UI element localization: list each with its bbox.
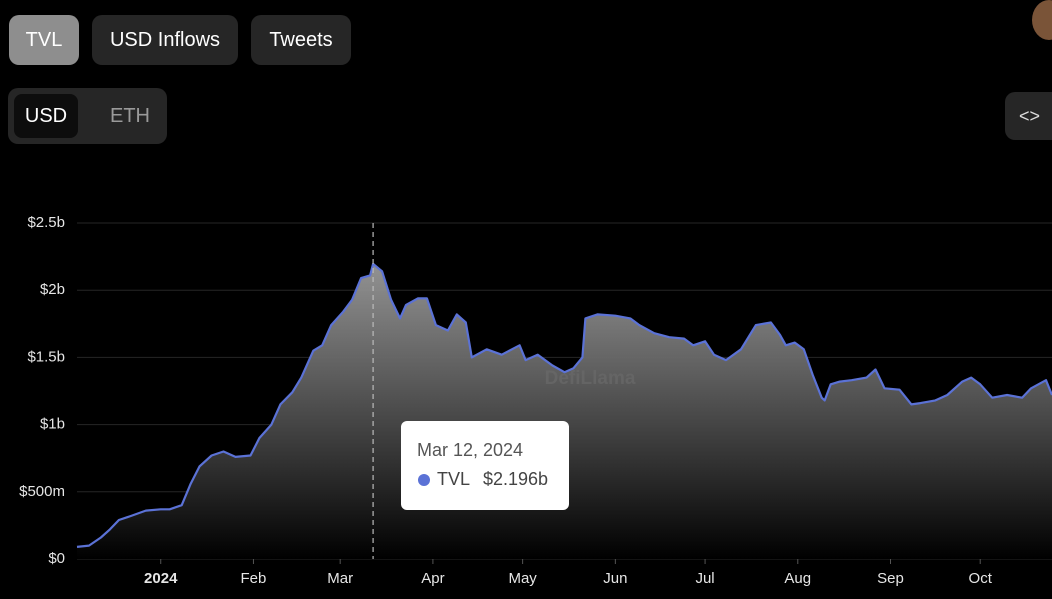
y-tick-label: $2.5b [27, 214, 65, 231]
watermark: DefiLlama [545, 368, 636, 389]
x-tick-label: Jul [695, 570, 714, 587]
x-tick-label: Mar [327, 570, 353, 587]
tooltip-box [401, 421, 569, 510]
x-tick-label: Jun [603, 570, 627, 587]
avatar[interactable] [1032, 0, 1052, 40]
y-tick-label: $500m [19, 483, 65, 500]
x-tick-label: 2024 [144, 570, 178, 587]
y-tick-label: $0 [48, 550, 65, 567]
x-tick-label: Aug [784, 570, 811, 587]
tooltip-date: Mar 12, 2024 [417, 440, 523, 460]
denomination-toggle: USD ETH [8, 88, 167, 144]
x-tick-label: Apr [421, 570, 444, 587]
tooltip-swatch [418, 474, 430, 486]
x-tick-label: Feb [241, 570, 267, 587]
tab-tweets[interactable]: Tweets [251, 15, 351, 65]
y-tick-label: $1b [40, 416, 65, 433]
x-tick-label: May [508, 570, 537, 587]
toggle-eth[interactable]: ETH [110, 104, 150, 127]
x-tick-label: Sep [877, 570, 904, 587]
x-tick-label: Oct [969, 570, 993, 587]
y-tick-label: $1.5b [27, 348, 65, 365]
y-tick-label: $2b [40, 281, 65, 298]
toggle-usd[interactable]: USD [14, 94, 78, 138]
area-fill [77, 263, 1052, 559]
tab-usd-inflows[interactable]: USD Inflows [92, 15, 238, 65]
line [76, 262, 1052, 548]
tooltip-series: TVL [437, 469, 470, 489]
tooltip-value: $2.196b [483, 469, 548, 489]
tab-tvl[interactable]: TVL [9, 15, 79, 65]
embed-button[interactable]: <> [1005, 92, 1052, 140]
